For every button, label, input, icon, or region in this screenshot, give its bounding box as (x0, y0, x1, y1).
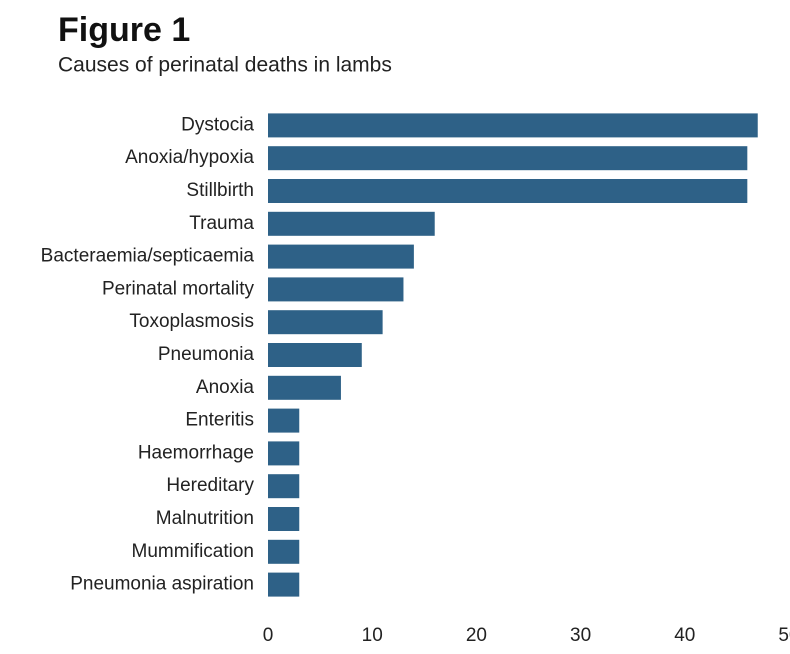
y-tick-label: Bacteraemia/septicaemia (41, 246, 255, 267)
chart-title: Figure 1 (58, 11, 190, 49)
x-tick-label: 50 (778, 625, 790, 646)
y-tick-label: Anoxia/hypoxia (125, 147, 254, 168)
y-tick-label: Haemorrhage (138, 442, 254, 463)
y-tick-label: Malnutrition (156, 508, 254, 529)
bar (268, 572, 300, 597)
bar (268, 146, 748, 171)
x-tick-label: 40 (674, 625, 695, 646)
y-tick-label: Dystocia (181, 114, 254, 135)
y-tick-label: Enteritis (185, 410, 254, 431)
y-tick-label: Pneumonia aspiration (70, 574, 254, 595)
bar (268, 539, 300, 564)
bar (268, 277, 404, 302)
chart-subtitle: Causes of perinatal deaths in lambs (58, 54, 392, 77)
x-tick-label: 30 (570, 625, 591, 646)
bar (268, 507, 300, 531)
x-tick-label: 10 (362, 625, 383, 646)
bar (268, 211, 435, 236)
y-tick-label: Hereditary (166, 475, 254, 496)
bar (268, 408, 300, 433)
y-tick-label: Pneumonia (158, 344, 255, 365)
y-tick-label: Mummification (132, 541, 254, 562)
bar (268, 343, 362, 367)
x-tick-label: 20 (466, 625, 487, 646)
y-tick-label: Stillbirth (186, 180, 254, 201)
bar (268, 375, 341, 400)
bar (268, 441, 300, 466)
bar (268, 244, 414, 269)
y-tick-label: Toxoplasmosis (129, 311, 254, 332)
y-tick-label: Perinatal mortality (102, 278, 255, 299)
y-tick-label: Anoxia (196, 377, 255, 398)
y-tick-label: Trauma (189, 213, 254, 234)
bar (268, 179, 748, 203)
x-tick-label: 0 (263, 625, 274, 646)
bar (268, 113, 758, 138)
bar (268, 474, 300, 499)
bar (268, 310, 383, 335)
